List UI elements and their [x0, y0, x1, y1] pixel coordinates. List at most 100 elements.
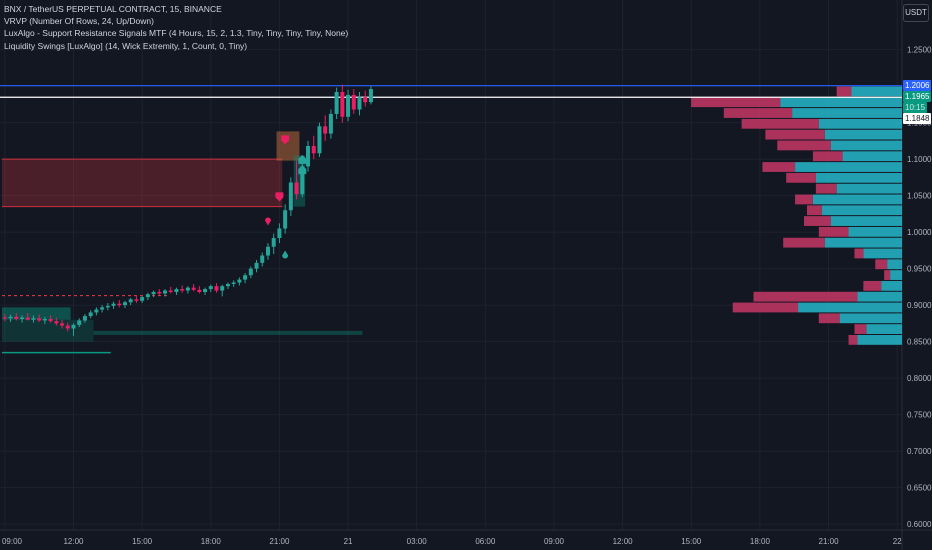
- candle-body: [220, 286, 225, 291]
- candle-body: [323, 126, 328, 134]
- candle-body: [168, 290, 173, 293]
- candle-body: [260, 255, 265, 263]
- candle-body: [145, 294, 150, 298]
- vp-bar-up: [890, 270, 902, 280]
- price-tick-label: 1.0000: [907, 228, 932, 237]
- vp-bar-down: [765, 129, 825, 140]
- candle-body: [37, 318, 42, 321]
- candle-body: [340, 91, 345, 117]
- vp-bar-up: [815, 172, 902, 183]
- vp-bar-down: [777, 140, 831, 151]
- price-tick-label: 0.9500: [907, 265, 932, 274]
- price-tag: 1.1848: [903, 113, 932, 125]
- time-tick-label: 21:00: [269, 537, 290, 546]
- zone-support: [2, 319, 94, 342]
- vp-bar-up: [881, 280, 902, 291]
- candle-body: [48, 319, 53, 322]
- candle-body: [140, 297, 145, 301]
- vp-bar-down: [786, 172, 816, 183]
- candle-body: [363, 97, 368, 103]
- candle-body: [157, 292, 162, 294]
- vp-bar-up: [795, 162, 902, 172]
- price-tick-label: 0.8000: [907, 374, 932, 383]
- candle-body: [65, 325, 70, 329]
- vp-bar-down: [783, 237, 825, 248]
- candle-body: [14, 316, 19, 320]
- candle-body: [100, 307, 105, 310]
- indicator-luxalgo-sr[interactable]: LuxAlgo - Support Resistance Signals MTF…: [4, 28, 349, 39]
- vp-bar-up: [824, 129, 902, 140]
- candle-body: [25, 317, 30, 320]
- candle-body: [208, 286, 213, 290]
- vp-bar-down: [753, 291, 858, 302]
- vp-bar-up: [866, 324, 902, 334]
- candle-body: [180, 289, 185, 291]
- candle-body: [151, 292, 156, 295]
- candle-body: [243, 275, 248, 280]
- vp-bar-up: [830, 140, 902, 151]
- candle-body: [134, 299, 139, 301]
- price-tick-label: 0.6000: [907, 520, 932, 529]
- vp-bar-up: [851, 86, 902, 97]
- time-tick-label: 03:00: [407, 537, 428, 546]
- candle-body: [88, 312, 93, 317]
- indicator-vrvp[interactable]: VRVP (Number Of Rows, 24, Up/Down): [4, 16, 154, 27]
- price-tick-label: 1.2500: [907, 46, 932, 55]
- vp-bar-up: [830, 216, 902, 226]
- vp-bar-down: [732, 302, 799, 313]
- candle-body: [191, 287, 196, 290]
- price-tick-label: 0.7500: [907, 411, 932, 420]
- time-tick-label: 15:00: [681, 537, 702, 546]
- symbol-title[interactable]: BNX / TetherUS PERPETUAL CONTRACT, 15, B…: [4, 4, 222, 14]
- price-tick-label: 1.0500: [907, 192, 932, 201]
- time-tick-label: 18:00: [750, 537, 771, 546]
- price-tag: 10:15: [903, 102, 928, 114]
- candle-body: [197, 289, 202, 293]
- liquidity-low-icon: [282, 250, 289, 259]
- vp-bar-up: [824, 237, 902, 248]
- time-tick-label: 12:00: [613, 537, 634, 546]
- time-tick-label: 22: [893, 537, 902, 546]
- vp-bar-down: [884, 270, 891, 280]
- time-tick-label: 09:00: [544, 537, 565, 546]
- candle-body: [311, 146, 316, 154]
- liquidity-high-icon: [264, 217, 271, 226]
- vp-bar-down: [818, 226, 849, 237]
- candle-body: [248, 268, 253, 276]
- price-tick-label: 0.9000: [907, 301, 932, 310]
- candle-body: [306, 146, 311, 167]
- candle-body: [8, 316, 13, 319]
- vp-bar-down: [812, 151, 843, 162]
- vp-bar-down: [848, 334, 858, 345]
- vp-bar-up: [848, 226, 902, 237]
- candle-body: [122, 302, 127, 306]
- vp-bar-down: [741, 118, 819, 129]
- candle-body: [317, 126, 322, 154]
- price-tag: 1.1965: [903, 91, 932, 103]
- time-tick-label: 15:00: [132, 537, 153, 546]
- candle-body: [54, 321, 59, 324]
- currency-button[interactable]: USDT: [903, 4, 929, 22]
- candle-body: [2, 317, 7, 319]
- candle-body: [71, 324, 76, 329]
- price-tick-label: 0.6500: [907, 484, 932, 493]
- candle-body: [346, 94, 351, 117]
- signal-up-icon: [298, 165, 307, 175]
- candle-body: [117, 303, 122, 306]
- vp-bar-down: [795, 194, 813, 205]
- candle-body: [300, 166, 305, 195]
- candle-body: [351, 94, 356, 110]
- signal-down-icon: [275, 192, 284, 202]
- candle-body: [20, 317, 25, 320]
- candle-body: [294, 182, 299, 195]
- vp-bar-down: [854, 324, 867, 334]
- indicator-liquidity-swings[interactable]: Liquidity Swings [LuxAlgo] (14, Wick Ext…: [4, 40, 248, 51]
- support-line: [93, 330, 363, 335]
- vp-bar-down: [863, 280, 882, 291]
- vp-bar-up: [842, 151, 902, 162]
- time-tick-label: 21: [344, 537, 353, 546]
- candle-body: [334, 91, 339, 114]
- candle-body: [214, 286, 219, 291]
- vp-bar-up: [836, 183, 902, 194]
